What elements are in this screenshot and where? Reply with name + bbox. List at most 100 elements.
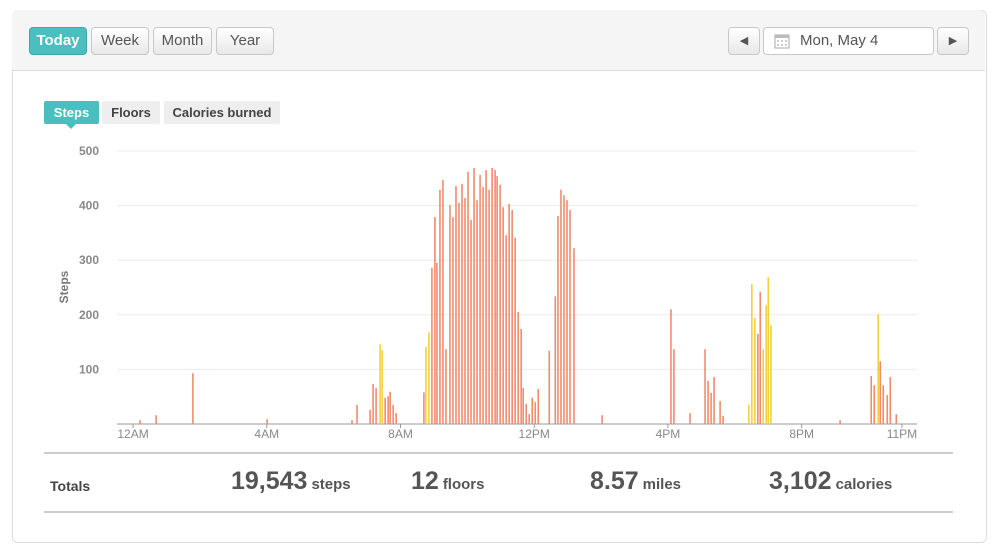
bar bbox=[748, 404, 750, 424]
bar bbox=[395, 413, 397, 424]
metric-tab[interactable]: Calories burned bbox=[164, 101, 280, 124]
range-button[interactable]: Today bbox=[29, 27, 87, 55]
bar bbox=[381, 350, 383, 424]
total-value: 8.57 bbox=[590, 467, 639, 495]
bar bbox=[566, 200, 568, 424]
calendar-icon bbox=[774, 34, 790, 49]
total-unit: floors bbox=[442, 476, 485, 493]
bar bbox=[563, 195, 565, 424]
bar bbox=[759, 291, 762, 424]
y-tick-label: 100 bbox=[79, 362, 99, 376]
bar bbox=[392, 404, 394, 424]
total-item: 19,543 steps bbox=[231, 467, 351, 496]
bar bbox=[508, 203, 510, 424]
totals-label: Totals bbox=[50, 478, 91, 494]
bar bbox=[449, 205, 451, 424]
bar bbox=[372, 384, 374, 424]
bar bbox=[560, 189, 562, 424]
y-tick-label: 400 bbox=[79, 199, 99, 213]
bar bbox=[425, 347, 427, 424]
divider bbox=[44, 452, 953, 454]
bar bbox=[722, 415, 724, 424]
bar bbox=[461, 183, 463, 424]
range-button[interactable]: Month bbox=[153, 27, 212, 55]
bar bbox=[886, 395, 889, 424]
bar bbox=[870, 375, 872, 424]
next-button[interactable]: ▶ bbox=[937, 27, 969, 55]
bar bbox=[266, 419, 268, 424]
bar bbox=[689, 413, 691, 424]
range-button[interactable]: Year bbox=[216, 27, 274, 55]
bar bbox=[573, 248, 575, 424]
bar bbox=[502, 207, 504, 424]
bar bbox=[192, 373, 194, 424]
bar bbox=[356, 404, 358, 424]
bar bbox=[528, 414, 531, 424]
date-picker[interactable]: Mon, May 4 bbox=[763, 27, 934, 55]
bar bbox=[485, 170, 487, 424]
bar bbox=[569, 209, 571, 424]
bar bbox=[139, 420, 141, 424]
x-tick-label: 8AM bbox=[388, 427, 413, 441]
bar bbox=[351, 420, 353, 424]
bar bbox=[375, 387, 377, 424]
bar bbox=[452, 217, 454, 424]
x-tick-label: 8PM bbox=[789, 427, 814, 441]
bar bbox=[384, 397, 386, 424]
bar bbox=[719, 401, 721, 424]
chart: Steps 100 200 300 400 500 12AM 4AM 8AM 12PM 4PM 8P… bbox=[57, 144, 917, 441]
bar bbox=[531, 397, 534, 424]
bar bbox=[470, 219, 472, 424]
bar bbox=[601, 415, 603, 424]
bar bbox=[754, 318, 756, 424]
total-value: 19,543 bbox=[231, 467, 308, 495]
bar bbox=[155, 415, 157, 424]
bar bbox=[707, 380, 709, 424]
bar bbox=[670, 309, 672, 424]
x-tick-label: 12PM bbox=[519, 427, 550, 441]
bar bbox=[511, 209, 513, 424]
date-label: Mon, May 4 bbox=[800, 32, 879, 49]
bar bbox=[762, 349, 765, 424]
x-tick-label: 4PM bbox=[656, 427, 681, 441]
bar bbox=[548, 350, 551, 424]
tab-pointer bbox=[66, 124, 76, 129]
bar bbox=[889, 377, 892, 424]
metric-tab[interactable]: Steps bbox=[44, 101, 99, 124]
bar bbox=[704, 349, 706, 424]
bar bbox=[525, 403, 527, 424]
range-button[interactable]: Week bbox=[91, 27, 149, 55]
bar bbox=[387, 396, 389, 424]
bar bbox=[710, 392, 712, 424]
bar bbox=[751, 284, 753, 424]
total-item: 12 floors bbox=[411, 467, 484, 496]
bar bbox=[369, 409, 371, 424]
bar bbox=[713, 377, 715, 424]
bar bbox=[473, 167, 475, 424]
bar bbox=[464, 197, 466, 424]
divider bbox=[44, 511, 953, 513]
bar bbox=[491, 167, 493, 424]
total-value: 3,102 bbox=[769, 467, 832, 495]
bar bbox=[476, 200, 478, 424]
total-unit: miles bbox=[642, 476, 682, 493]
bar bbox=[673, 349, 675, 424]
bar bbox=[499, 184, 501, 424]
bar bbox=[455, 185, 457, 424]
bar bbox=[520, 328, 522, 424]
bar bbox=[467, 171, 469, 424]
bar bbox=[496, 176, 498, 424]
bar bbox=[554, 296, 557, 424]
total-value: 12 bbox=[411, 467, 439, 495]
bar bbox=[431, 267, 433, 424]
prev-button[interactable]: ◀ bbox=[728, 27, 760, 55]
bar bbox=[770, 325, 772, 424]
metric-tab[interactable]: Floors bbox=[102, 101, 160, 124]
bar bbox=[442, 179, 444, 424]
bar bbox=[767, 277, 770, 424]
bar bbox=[479, 175, 481, 424]
bar bbox=[877, 314, 880, 424]
x-tick-label: 12AM bbox=[117, 427, 148, 441]
y-tick-label: 200 bbox=[79, 308, 99, 322]
